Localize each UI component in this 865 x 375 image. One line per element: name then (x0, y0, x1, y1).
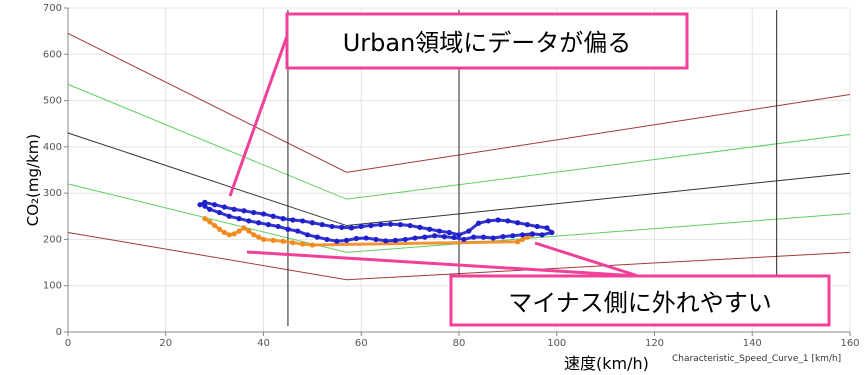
y-tick-label: 300 (43, 188, 62, 199)
callout-minus-box (449, 274, 831, 327)
callout-urban-leader (228, 35, 289, 197)
x-tick-label: 120 (645, 338, 664, 349)
axes: 0 100 200 300 400 500 600 700 0 20 40 60 80 100 120 140… (43, 3, 860, 349)
threshold-curves (67, 33, 851, 281)
callout-urban: Urban領域にデータが偏る (228, 12, 689, 197)
x-axis-label: 速度(km/h) (564, 354, 649, 373)
y-tick-label: 400 (43, 142, 62, 153)
y-tick-label: 0 (56, 327, 62, 338)
series-1-trace (204, 217, 533, 247)
y-tick-label: 100 (43, 281, 62, 292)
callout-minus-leader-1 (246, 250, 639, 278)
callout-urban-box (285, 12, 689, 70)
callout-minus-leader-2 (534, 241, 639, 278)
x-axis-secondary-label: Characteristic_Speed_Curve_1 [km/h] (672, 354, 841, 364)
threshold-curve-4 (67, 231, 851, 281)
y-tick-label: 700 (43, 3, 62, 14)
y-tick-label: 500 (43, 96, 62, 107)
y-tick-label: 200 (43, 234, 62, 245)
callout-urban-text: Urban領域にデータが偏る (343, 29, 632, 57)
x-tick-label: 0 (65, 338, 71, 349)
series-0-trace (199, 200, 554, 243)
threshold-curve-1 (67, 83, 851, 200)
x-tick-label: 40 (257, 338, 270, 349)
callout-minus-text: マイナス側に外れやすい (508, 289, 772, 317)
data-series (197, 199, 555, 248)
threshold-curve-3 (67, 183, 851, 253)
x-tick-label: 160 (840, 338, 859, 349)
callout-minus: マイナス側に外れやすい (246, 241, 831, 327)
x-tick-label: 80 (453, 338, 466, 349)
x-tick-label: 140 (743, 338, 762, 349)
y-tick-label: 600 (43, 49, 62, 60)
x-tick-label: 100 (547, 338, 566, 349)
threshold-curve-0 (67, 33, 851, 173)
y-axis-label: CO₂(mg/km) (24, 134, 42, 226)
x-tick-label: 60 (355, 338, 368, 349)
threshold-curve-2 (67, 132, 851, 227)
series-0 (197, 199, 555, 244)
x-tick-label: 20 (159, 338, 172, 349)
